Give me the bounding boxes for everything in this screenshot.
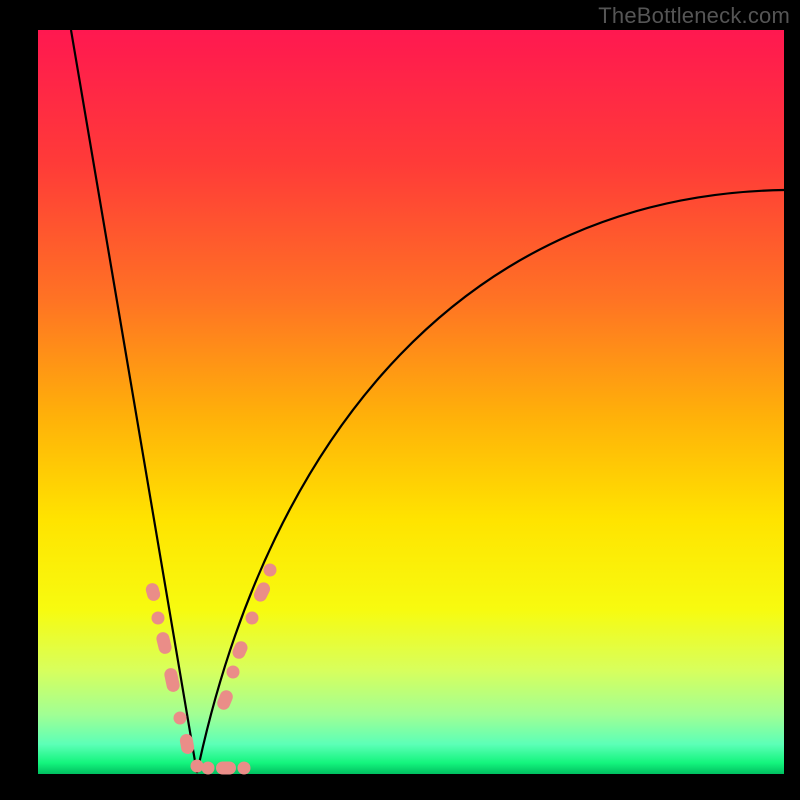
marker-dot: [174, 712, 187, 725]
marker-dot: [227, 666, 240, 679]
plot-background: [38, 30, 784, 774]
marker-dot: [202, 762, 215, 775]
marker-dot: [152, 612, 165, 625]
plot-svg: [0, 0, 800, 800]
chart-stage: TheBottleneck.com: [0, 0, 800, 800]
marker-dot: [246, 612, 259, 625]
marker-capsule: [216, 762, 236, 775]
marker-dot: [191, 760, 204, 773]
marker-dot: [264, 564, 277, 577]
marker-dot: [238, 762, 251, 775]
watermark-text: TheBottleneck.com: [598, 3, 790, 29]
